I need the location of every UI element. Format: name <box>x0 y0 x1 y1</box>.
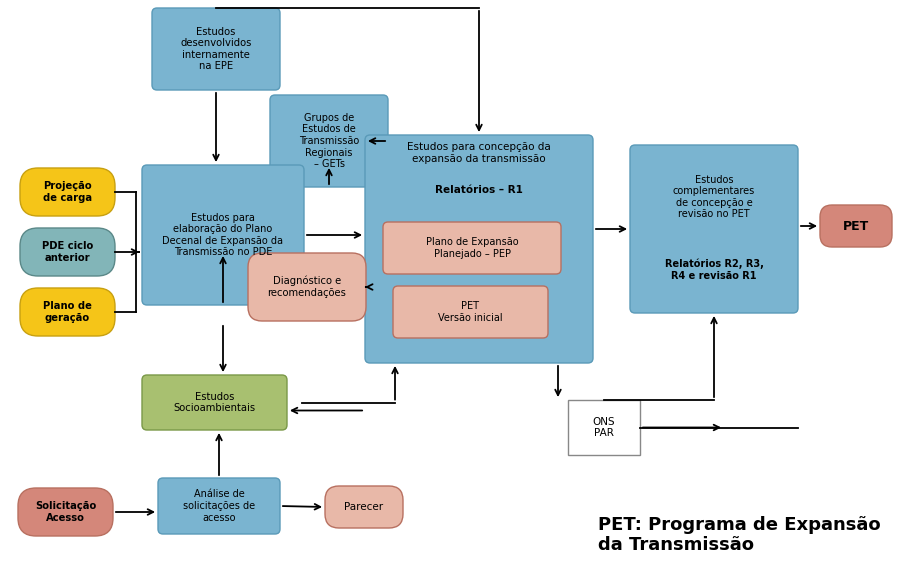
Text: Diagnóstico e
recomendações: Diagnóstico e recomendações <box>268 276 346 298</box>
Text: Relatórios – R1: Relatórios – R1 <box>435 185 523 195</box>
FancyBboxPatch shape <box>630 145 798 313</box>
Text: Grupos de
Estudos de
Transmissão
Regionais
– GETs: Grupos de Estudos de Transmissão Regiona… <box>299 113 359 169</box>
Text: PET
Versão inicial: PET Versão inicial <box>438 301 503 323</box>
FancyBboxPatch shape <box>820 205 892 247</box>
Text: Parecer: Parecer <box>344 502 384 512</box>
Text: Estudos
desenvolvidos
internamente
na EPE: Estudos desenvolvidos internamente na EP… <box>180 26 252 71</box>
Text: Projeção
de carga: Projeção de carga <box>43 181 92 203</box>
FancyBboxPatch shape <box>393 286 548 338</box>
FancyBboxPatch shape <box>142 375 287 430</box>
Text: Estudos
Socioambientais: Estudos Socioambientais <box>174 392 256 413</box>
Text: Relatórios R2, R3,
R4 e revisão R1: Relatórios R2, R3, R4 e revisão R1 <box>665 259 763 281</box>
FancyBboxPatch shape <box>248 253 366 321</box>
Text: PET: PET <box>843 219 869 232</box>
FancyBboxPatch shape <box>270 95 388 187</box>
FancyBboxPatch shape <box>325 486 403 528</box>
Text: Plano de
geração: Plano de geração <box>43 301 92 323</box>
FancyBboxPatch shape <box>18 488 113 536</box>
FancyBboxPatch shape <box>365 135 593 363</box>
Text: PDE ciclo
anterior: PDE ciclo anterior <box>42 241 93 263</box>
FancyBboxPatch shape <box>383 222 561 274</box>
Text: Plano de Expansão
Planejado – PEP: Plano de Expansão Planejado – PEP <box>426 237 519 259</box>
Text: Estudos
complementares
de concepção e
revisão no PET: Estudos complementares de concepção e re… <box>673 175 755 219</box>
Text: Estudos para concepção da
expansão da transmissão: Estudos para concepção da expansão da tr… <box>407 142 551 164</box>
Text: Análise de
solicitações de
acesso: Análise de solicitações de acesso <box>183 489 255 523</box>
FancyBboxPatch shape <box>20 288 115 336</box>
Text: ONS
PAR: ONS PAR <box>593 417 616 438</box>
Text: PET: Programa de Expansão
da Transmissão: PET: Programa de Expansão da Transmissão <box>598 516 881 554</box>
Text: Solicitação
Acesso: Solicitação Acesso <box>35 501 96 523</box>
FancyBboxPatch shape <box>158 478 280 534</box>
FancyBboxPatch shape <box>142 165 304 305</box>
Bar <box>568 400 640 455</box>
FancyBboxPatch shape <box>20 228 115 276</box>
Text: Estudos para
elaboração do Plano
Decenal de Expansão da
Transmissão no PDE: Estudos para elaboração do Plano Decenal… <box>162 213 283 258</box>
FancyBboxPatch shape <box>152 8 280 90</box>
FancyBboxPatch shape <box>20 168 115 216</box>
